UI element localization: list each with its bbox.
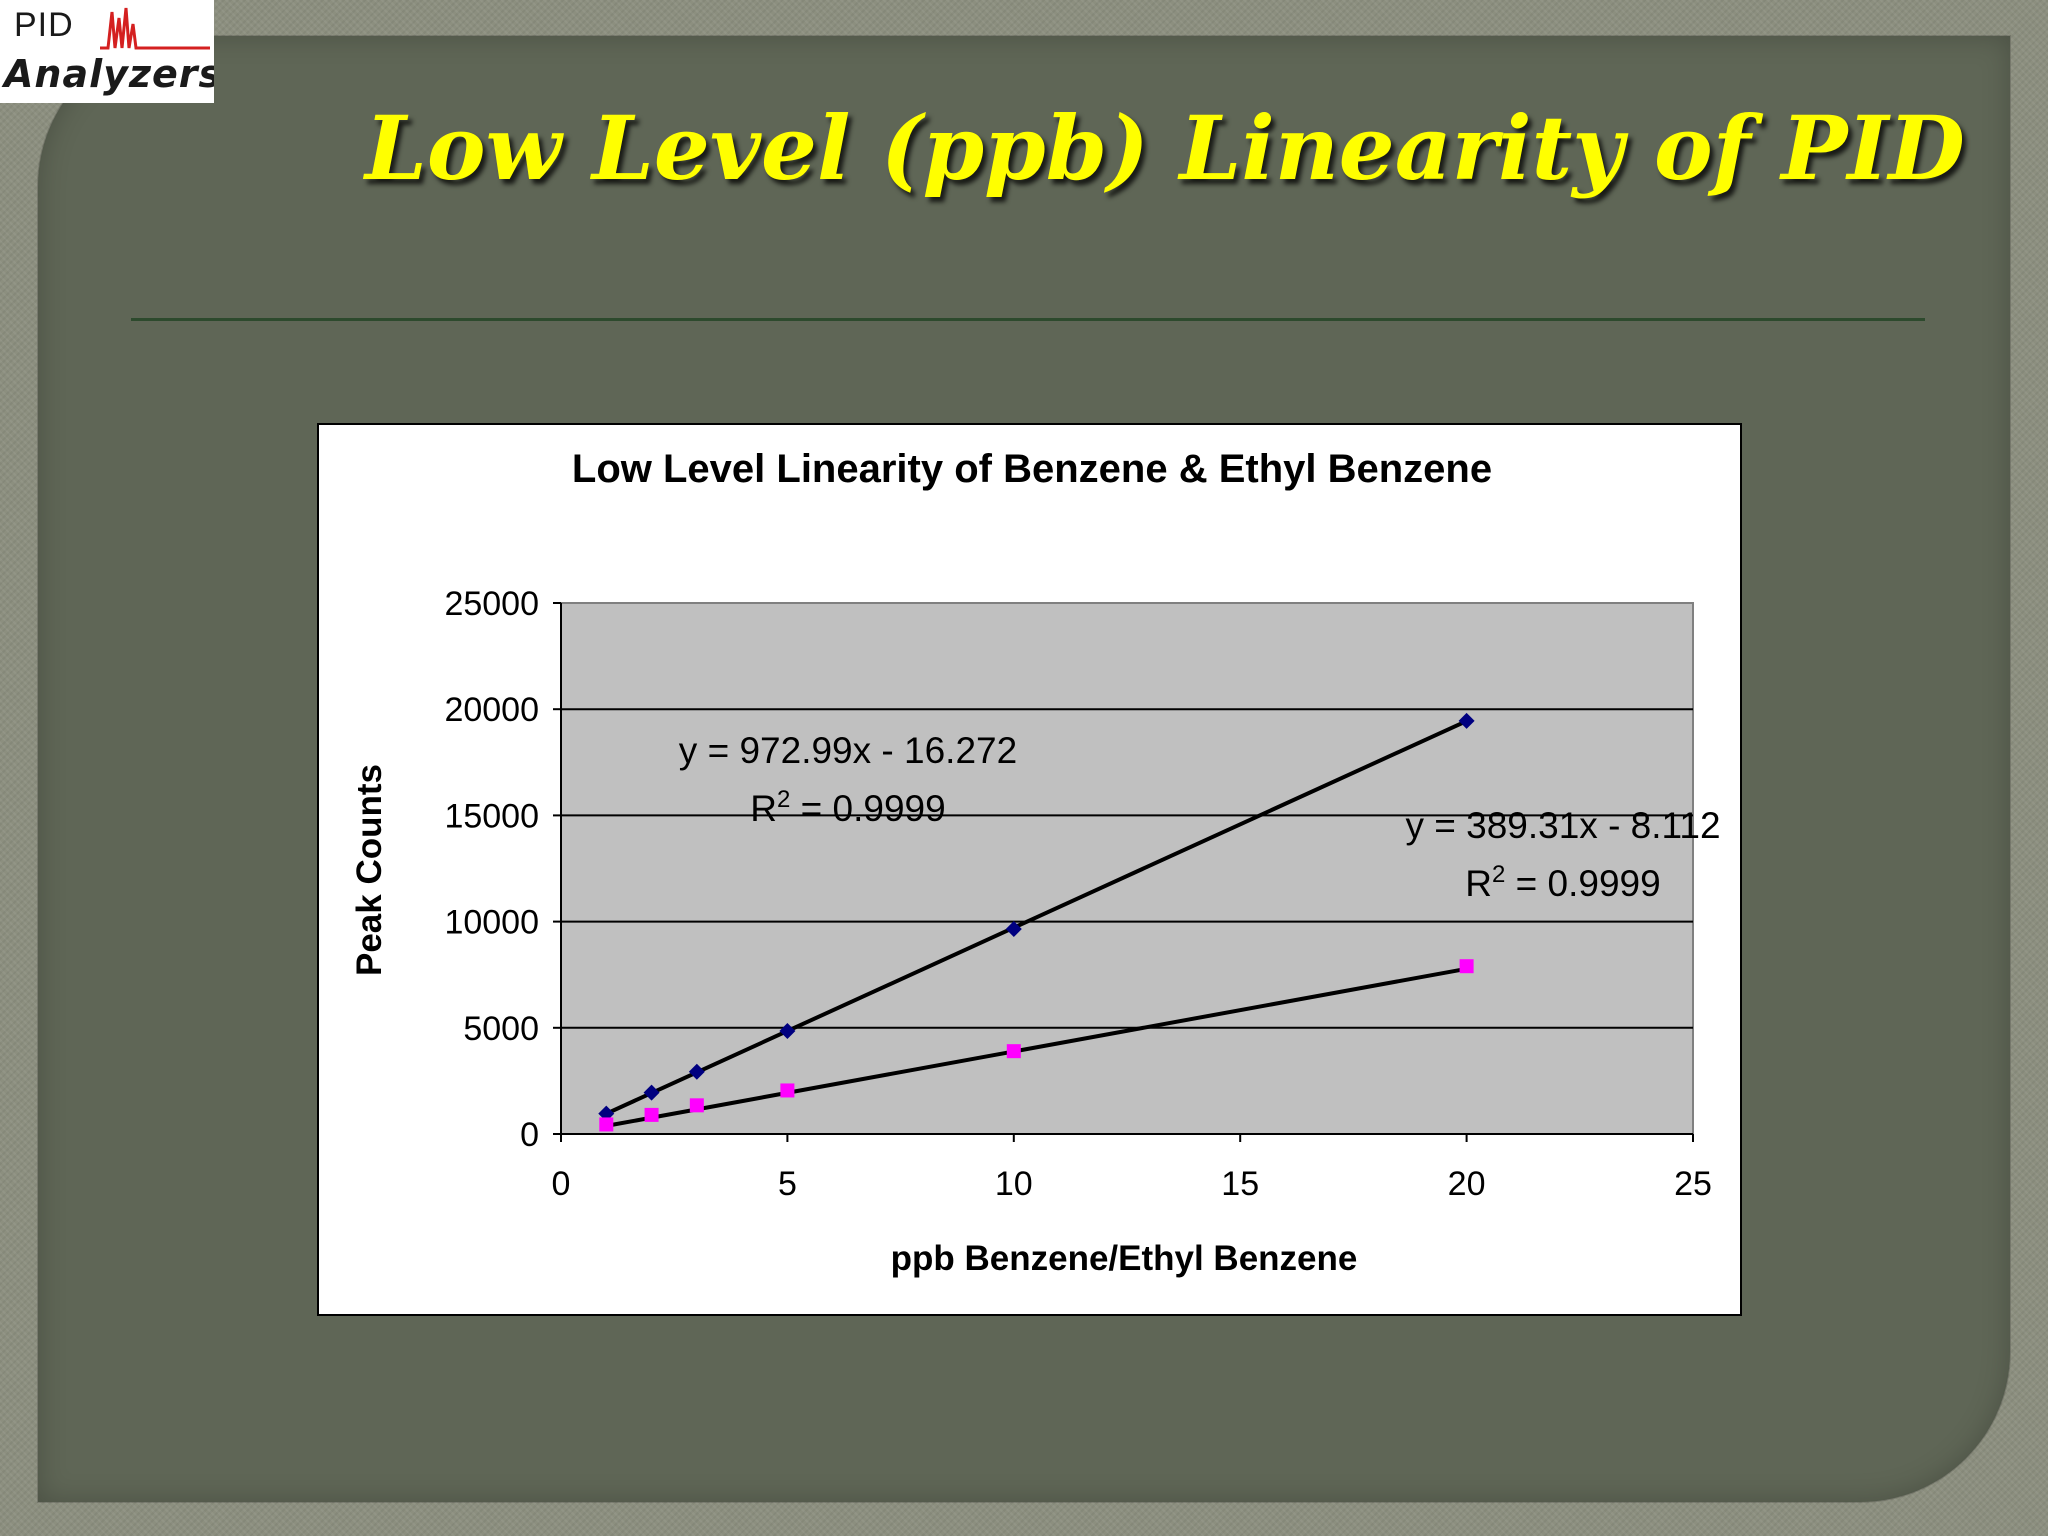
marker-series-0-point-1	[643, 1084, 660, 1101]
y-tick-label-4: 20000	[444, 691, 539, 729]
y-tick-label-5: 25000	[444, 585, 539, 623]
x-tick-label-0: 0	[552, 1165, 571, 1203]
trendline-r2-0: R2 = 0.9999	[750, 786, 945, 829]
y-tick-label-0: 0	[520, 1116, 539, 1154]
x-tick-label-4: 20	[1448, 1165, 1486, 1203]
y-tick-label-2: 10000	[444, 904, 539, 942]
trendline-r2-1: R2 = 0.9999	[1465, 861, 1660, 904]
trendline-series-1	[605, 966, 1467, 1128]
logo-peaks-icon	[100, 7, 210, 50]
marker-series-0-point-4	[1005, 921, 1022, 938]
x-tick-label-1: 5	[778, 1165, 797, 1203]
x-tick-label-3: 15	[1221, 1165, 1259, 1203]
logo-text-analyzers: Analyzers	[4, 52, 214, 96]
chart-title: Low Level Linearity of Benzene & Ethyl B…	[572, 447, 1492, 491]
chart-svg: Low Level Linearity of Benzene & Ethyl B…	[350, 447, 1721, 1278]
logo-text-pid: PID	[14, 6, 74, 44]
trendline-equation-1: y = 389.31x - 8.112	[1405, 805, 1720, 846]
x-tick-label-5: 25	[1674, 1165, 1712, 1203]
marker-series-0-point-2	[688, 1063, 705, 1080]
chart-container: Low Level Linearity of Benzene & Ethyl B…	[317, 423, 1742, 1316]
plot-area	[560, 602, 1694, 1135]
marker-series-1-point-5	[1459, 959, 1474, 974]
marker-series-1-point-0	[599, 1117, 614, 1132]
x-axis-label: ppb Benzene/Ethyl Benzene	[891, 1239, 1358, 1278]
marker-series-0-point-3	[779, 1022, 796, 1039]
title-divider	[131, 318, 1925, 321]
y-axis-label: Peak Counts	[350, 764, 389, 976]
marker-series-0-point-5	[1458, 712, 1475, 729]
y-tick-label-1: 5000	[463, 1010, 539, 1048]
marker-series-1-point-4	[1006, 1044, 1021, 1059]
logo: PID Analyzers	[0, 0, 214, 103]
slide-title: Low Level (ppb) Linearity of PID	[365, 96, 1965, 200]
marker-series-1-point-3	[780, 1083, 795, 1098]
x-tick-label-2: 10	[995, 1165, 1033, 1203]
y-tick-label-3: 15000	[444, 797, 539, 835]
marker-series-1-point-2	[689, 1098, 704, 1113]
trendline-series-0	[605, 719, 1468, 1116]
trendline-equation-0: y = 972.99x - 16.272	[679, 730, 1017, 771]
marker-series-1-point-1	[644, 1107, 659, 1122]
